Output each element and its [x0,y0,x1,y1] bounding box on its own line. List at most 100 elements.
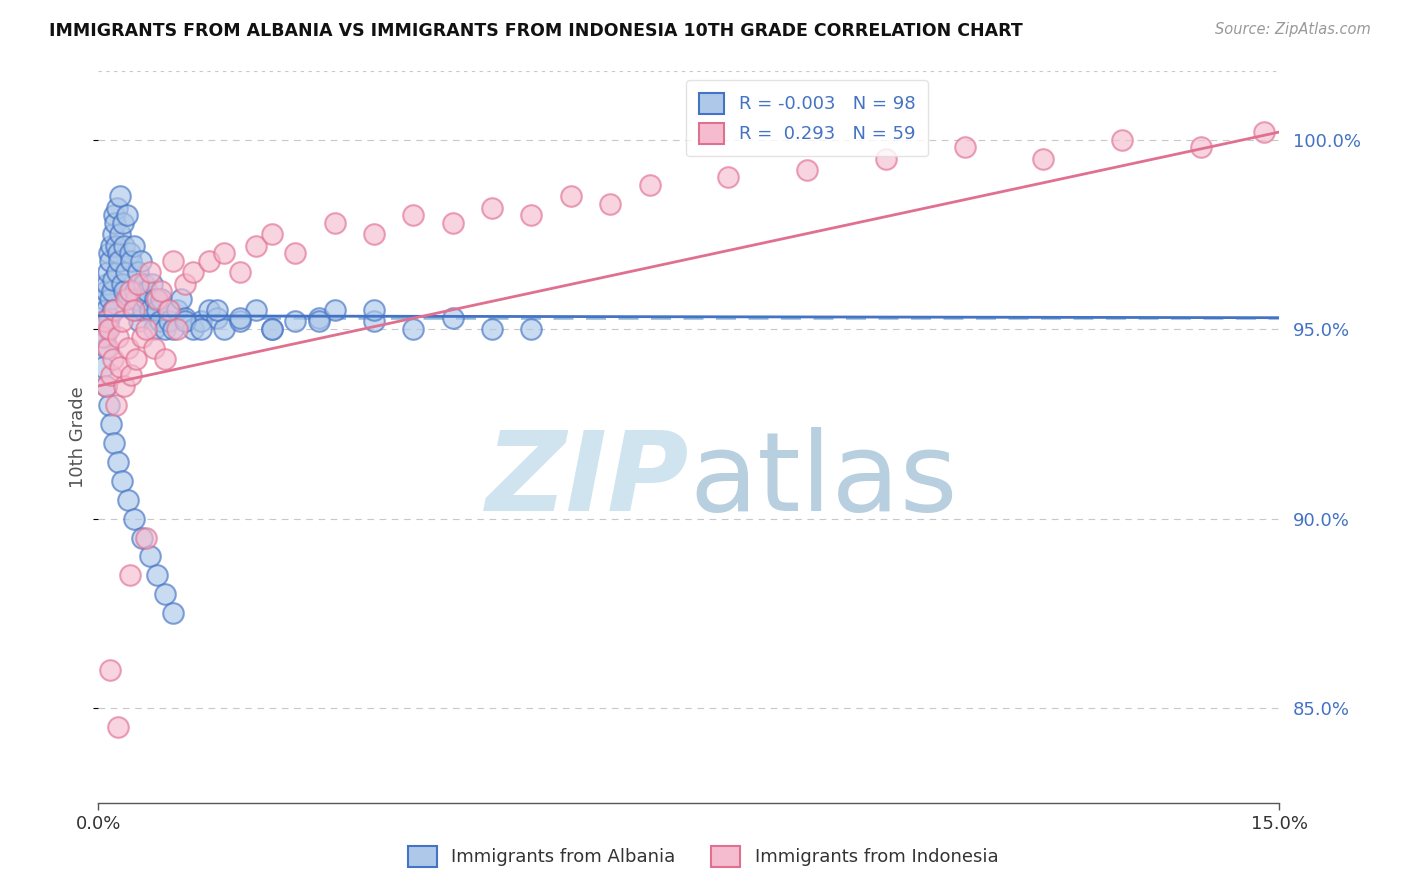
Point [229,265,252,279]
Point [143,292,166,306]
Point [104,398,127,412]
Point [174,277,197,291]
Point [96,379,118,393]
Point [157,303,180,318]
Point [214,322,236,336]
Point [560,189,582,203]
Point [112,379,135,393]
Point [98,663,121,677]
Point [117,292,139,306]
Point [1032,152,1054,166]
Point [110,189,132,203]
Point [157,314,180,328]
Point [118,246,141,260]
Point [599,197,621,211]
Point [138,303,160,318]
Point [103,303,125,318]
Point [100,238,122,252]
Point [308,314,330,328]
Point [138,549,160,564]
Point [111,314,134,328]
Point [363,314,385,328]
Point [94,379,117,393]
Point [142,322,165,336]
Point [136,284,159,298]
Point [91,359,114,374]
Point [125,352,148,367]
Point [97,398,120,412]
Point [112,284,135,298]
Point [117,341,139,355]
Point [166,322,188,336]
Point [111,474,134,488]
Point [107,455,129,469]
Point [101,352,124,367]
Point [1111,132,1133,146]
Point [100,417,122,431]
Point [141,277,163,291]
Point [174,314,197,328]
Point [98,292,121,306]
Point [214,246,236,260]
Point [146,292,169,306]
Text: ZIP: ZIP [485,427,689,534]
Point [181,265,204,279]
Point [520,208,543,222]
Point [308,310,330,325]
Point [107,246,129,260]
Point [1253,125,1275,139]
Point [638,178,661,192]
Point [170,292,193,306]
Point [131,531,153,545]
Point [103,208,125,222]
Point [260,322,283,336]
Point [162,322,184,336]
Point [115,292,138,306]
Point [96,303,118,318]
Point [97,310,120,325]
Point [190,314,212,328]
Point [112,238,135,252]
Point [245,238,267,252]
Point [111,216,134,230]
Point [363,227,385,242]
Point [125,292,148,306]
Point [190,322,212,336]
Text: atlas: atlas [689,427,957,534]
Point [481,322,503,336]
Point [108,227,131,242]
Point [142,341,165,355]
Point [155,352,177,367]
Point [122,303,145,318]
Point [100,368,122,382]
Point [146,303,169,318]
Point [135,322,157,336]
Point [796,162,818,177]
Point [101,303,124,318]
Point [284,246,307,260]
Point [520,322,543,336]
Point [103,273,125,287]
Point [105,201,128,215]
Point [146,568,169,582]
Point [953,140,976,154]
Text: Source: ZipAtlas.com: Source: ZipAtlas.com [1215,22,1371,37]
Point [229,310,252,325]
Point [122,303,145,318]
Point [101,284,124,298]
Point [93,292,115,306]
Point [402,208,425,222]
Point [131,303,153,318]
Point [124,284,146,298]
Point [105,265,128,279]
Point [121,368,143,382]
Point [162,607,184,621]
Point [94,284,117,298]
Point [115,208,138,222]
Point [1189,140,1212,154]
Point [441,216,464,230]
Point [155,587,177,601]
Point [128,314,150,328]
Point [197,253,219,268]
Point [93,314,115,328]
